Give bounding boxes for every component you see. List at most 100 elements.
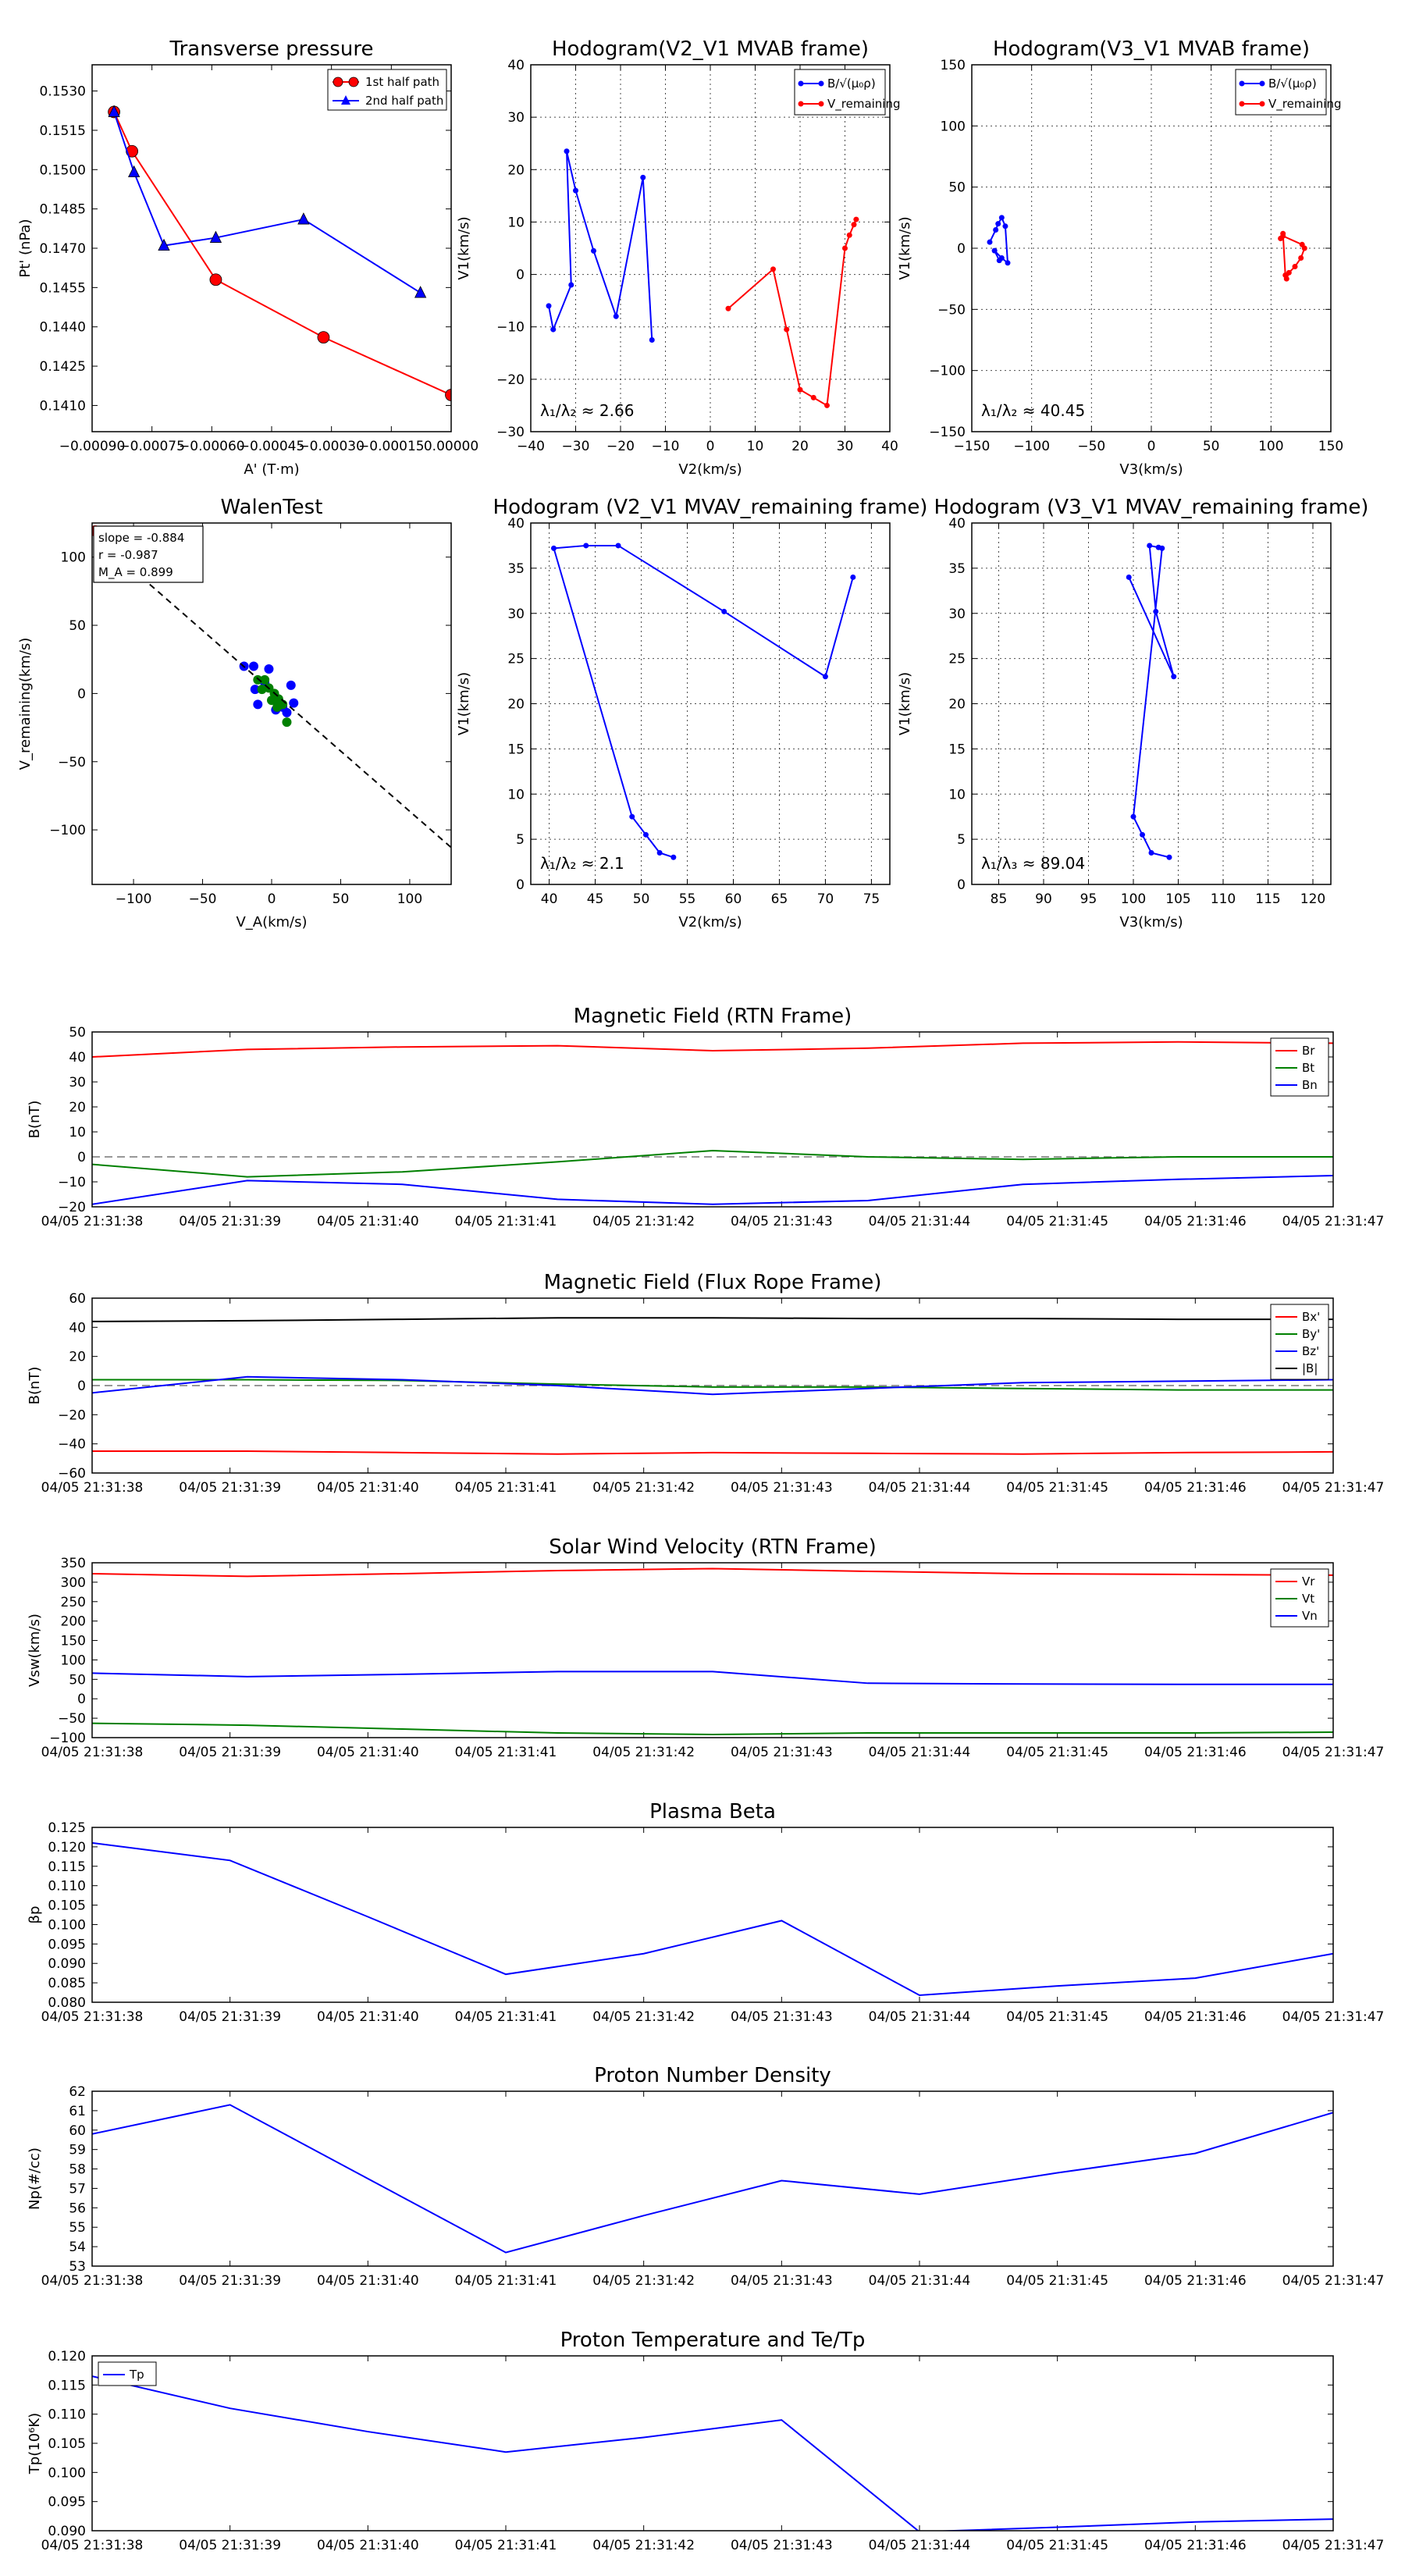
beta-xtick-label: 04/05 21:31:42 [592,2009,695,2025]
tp-plot-area [108,105,451,401]
h2-plot-area [987,215,1307,282]
tp_temp-ytick-label: 0.105 [48,2436,86,2452]
h3-point [550,545,557,551]
tp_temp-xtick-label: 04/05 21:31:47 [1282,2538,1385,2553]
tp-legend-label: 2nd half path [365,94,443,108]
tp-title: Transverse pressure [169,37,374,61]
beta-ytick-label: 0.090 [48,1956,86,1972]
beta-xtick-label: 04/05 21:31:43 [731,2009,833,2025]
tp_temp-xtick-label: 04/05 21:31:39 [179,2538,281,2553]
tp-ytick-label: 0.1425 [40,359,86,375]
h2-point [996,258,1002,264]
tp_temp-ylabel: Tp(10⁶K) [27,2413,43,2475]
mag_fr-xtick-label: 04/05 21:31:44 [869,1480,971,1496]
beta-xtick-label: 04/05 21:31:39 [179,2009,281,2025]
tp-xtick-label: −0.00045 [239,439,305,454]
mag_fr-xtick-label: 04/05 21:31:40 [317,1480,419,1496]
h3-xtick-label: 65 [771,891,788,907]
np-xtick-label: 04/05 21:31:41 [455,2273,557,2289]
vsw-plot-area [92,1567,1333,1736]
tp_temp-xtick-label: 04/05 21:31:40 [317,2538,419,2553]
mag_rtn-ytick-label: 10 [69,1125,86,1140]
walen-point [282,717,292,728]
h1-point [784,326,790,333]
vsw-xtick-label: 04/05 21:31:41 [455,1745,557,1760]
np-panel: 04/05 21:31:38 04/05 21:31:39 04/05 21:31:… [27,2064,1384,2289]
mag_fr-series-Bx-line [92,1450,1333,1455]
tp-ytick-label: 0.1530 [40,84,86,100]
h3-plot-area [550,543,856,860]
h2-legend-marker [1239,80,1245,87]
tp-ytick-label: 0.1455 [40,280,86,296]
h4-point [1130,813,1136,820]
mag_fr-ytick-label: 0 [77,1379,86,1394]
h4-ytick-label: 10 [948,787,966,802]
tp-xtick-label: −0.00090 [59,439,126,454]
h3-point [583,543,589,549]
h3-ratio-annotation: λ₁/λ₂ ≈ 2.1 [540,854,624,873]
walen-ytick-label: −100 [49,823,86,838]
h3-title: Hodogram (V2_V1 MVAV_remaining frame) [493,496,928,519]
walen-xlabel: V_A(km/s) [236,914,307,930]
mag_fr-legend-label: |B| [1302,1361,1318,1375]
mag_fr-xtick-label: 04/05 21:31:47 [1282,1480,1385,1496]
h1-point [853,216,859,222]
np-xtick-label: 04/05 21:31:42 [592,2273,695,2289]
tp-ylabel: Pt' (nPa) [17,219,34,277]
mag_fr-legend-label: By' [1302,1327,1320,1341]
tp-xlabel: A' (T·m) [244,461,299,478]
h4-point [1140,831,1145,838]
np-ytick-label: 56 [69,2201,86,2216]
walen-panel: −100 −50 0 50 100 −100 −50 0 50 100 slope = -0.884… [17,496,452,930]
mag_rtn-ytick-label: 50 [69,1025,86,1041]
tp-legend-marker [348,76,359,87]
h4-panel: 85 90 95 100 105 110 115 120 0 5 10 15 20 25 30 35 40Hod… [897,496,1368,930]
mag_fr-xtick-label: 04/05 21:31:46 [1144,1480,1247,1496]
mag_fr-legend-label: Bz' [1302,1344,1319,1358]
h4-title: Hodogram (V3_V1 MVAV_remaining frame) [934,496,1369,519]
mag_fr-xtick-label: 04/05 21:31:38 [41,1480,144,1496]
h1-xtick-label: 40 [881,439,898,454]
np-ylabel: Np(#/cc) [27,2147,43,2210]
walen-stat: r = -0.987 [98,548,158,562]
np-ytick-label: 59 [69,2143,86,2158]
mag_rtn-ytick-label: −10 [58,1175,86,1190]
mag_fr-xtick-label: 04/05 21:31:43 [731,1480,833,1496]
h1-ratio-annotation: λ₁/λ₂ ≈ 2.66 [540,401,634,420]
walen-point [272,702,283,712]
h2-xtick-label: −150 [954,439,991,454]
np-ytick-label: 60 [69,2123,86,2139]
np-ytick-label: 62 [69,2084,86,2100]
mag_rtn-xtick-label: 04/05 21:31:44 [869,1214,971,1229]
h3-point [629,813,635,820]
h2-ytick-label: −100 [929,364,966,379]
tp-legend-marker [333,76,343,87]
h2-point [1002,223,1008,229]
h2-title: Hodogram(V3_V1 MVAB frame) [993,37,1310,61]
vsw-series-Vt-line [92,1722,1333,1736]
beta-xtick-label: 04/05 21:31:46 [1144,2009,1247,2025]
np-ytick-label: 57 [69,2181,86,2197]
tp_temp-ytick-label: 0.100 [48,2465,86,2481]
h1-frame [530,64,891,432]
np-plot-area [92,2104,1333,2254]
walen-fit-line [92,533,451,849]
tp-legend-marker [341,95,350,105]
h2-point [991,247,998,254]
h1-series-line [727,219,857,407]
h4-xtick-label: 95 [1080,891,1097,907]
h2-legend-marker [1259,101,1265,107]
h2-legend-marker [1259,80,1265,87]
walen-xtick-label: −50 [189,891,217,907]
tp-series-2nd-half-path [113,112,422,294]
walen-point [289,698,299,708]
beta-xtick-label: 04/05 21:31:41 [455,2009,557,2025]
mag_rtn-xtick-label: 04/05 21:31:39 [179,1214,281,1229]
tp-ytick-label: 0.1485 [40,202,86,218]
mag_fr-ytick-label: 20 [69,1350,86,1365]
h2-legend-label: V_remaining [1268,97,1342,112]
h2-point [993,227,999,233]
h1-ytick-label: −10 [496,320,525,336]
tp_temp-frame [91,2355,1334,2532]
